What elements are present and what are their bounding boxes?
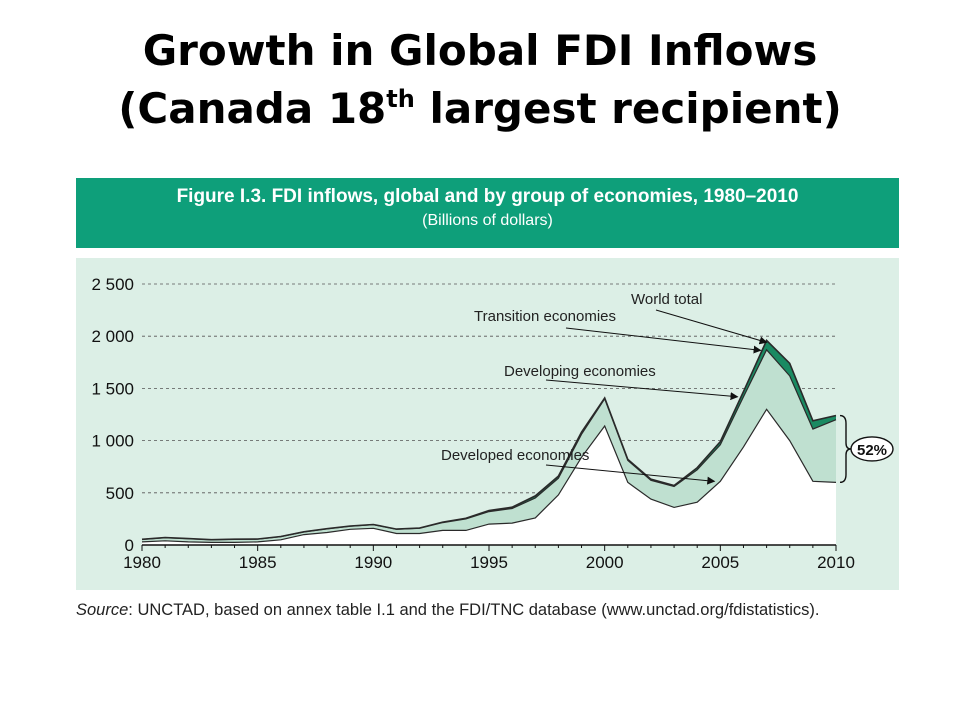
title-line-2-start: (Canada 18	[118, 84, 387, 133]
y-tick-label: 2 500	[91, 275, 134, 294]
figure-caption: Figure I.3. FDI inflows, global and by g…	[176, 186, 799, 207]
annotation-label: Developed economies	[441, 447, 589, 464]
x-tick-label: 2005	[701, 553, 739, 572]
annotation-arrow	[655, 309, 768, 345]
x-tick-label: 1995	[470, 553, 508, 572]
title-line-2-end: largest recipient)	[414, 84, 842, 133]
world-total-line	[141, 339, 837, 541]
chart-panel: 0 500 1 000 1 500 2 000 2 500 1980 1985 1990 1995…	[76, 258, 899, 590]
developed-economies-area	[142, 409, 836, 545]
annotation-label: World total	[631, 291, 702, 308]
title-line-1: Growth in Global FDI Inflows	[142, 26, 818, 75]
x-tick-label: 1990	[354, 553, 392, 572]
source-label: Source	[76, 601, 129, 619]
y-tick-label: 1 500	[91, 379, 134, 398]
source-text: : UNCTAD, based on annex table I.1 and t…	[128, 601, 820, 619]
share-brace	[839, 414, 852, 484]
title-superscript: th	[386, 85, 415, 113]
developing-economies-area	[142, 349, 836, 543]
x-tick-label: 1980	[123, 553, 161, 572]
annotation-arrow	[565, 327, 762, 354]
fdi-area-chart: 0 500 1 000 1 500 2 000 2 500 1980 1985 1990 1995…	[91, 275, 894, 572]
developed-economies-line	[141, 408, 837, 543]
y-tick-label: 2 000	[91, 327, 134, 346]
y-tick-label: 0	[125, 536, 134, 555]
annotation-arrow	[545, 379, 739, 401]
slide-title: Growth in Global FDI Inflows (Canada 18t…	[0, 22, 960, 138]
annotation-label: Transition economies	[474, 308, 616, 325]
x-tick-label: 1985	[239, 553, 277, 572]
y-tick-label: 500	[106, 484, 134, 503]
figure-banner: Figure I.3. FDI inflows, global and by g…	[76, 178, 899, 248]
annotation-label: Developing economies	[504, 363, 656, 380]
share-badge	[850, 436, 894, 462]
figure-units: (Billions of dollars)	[422, 212, 553, 229]
y-tick-label: 1 000	[91, 432, 134, 451]
share-badge-label: 52%	[857, 442, 887, 459]
x-tick-label: 2000	[586, 553, 624, 572]
source-note: Source: UNCTAD, based on annex table I.1…	[76, 600, 906, 621]
x-tick-label: 2010	[817, 553, 855, 572]
annotation-arrow	[545, 464, 716, 485]
